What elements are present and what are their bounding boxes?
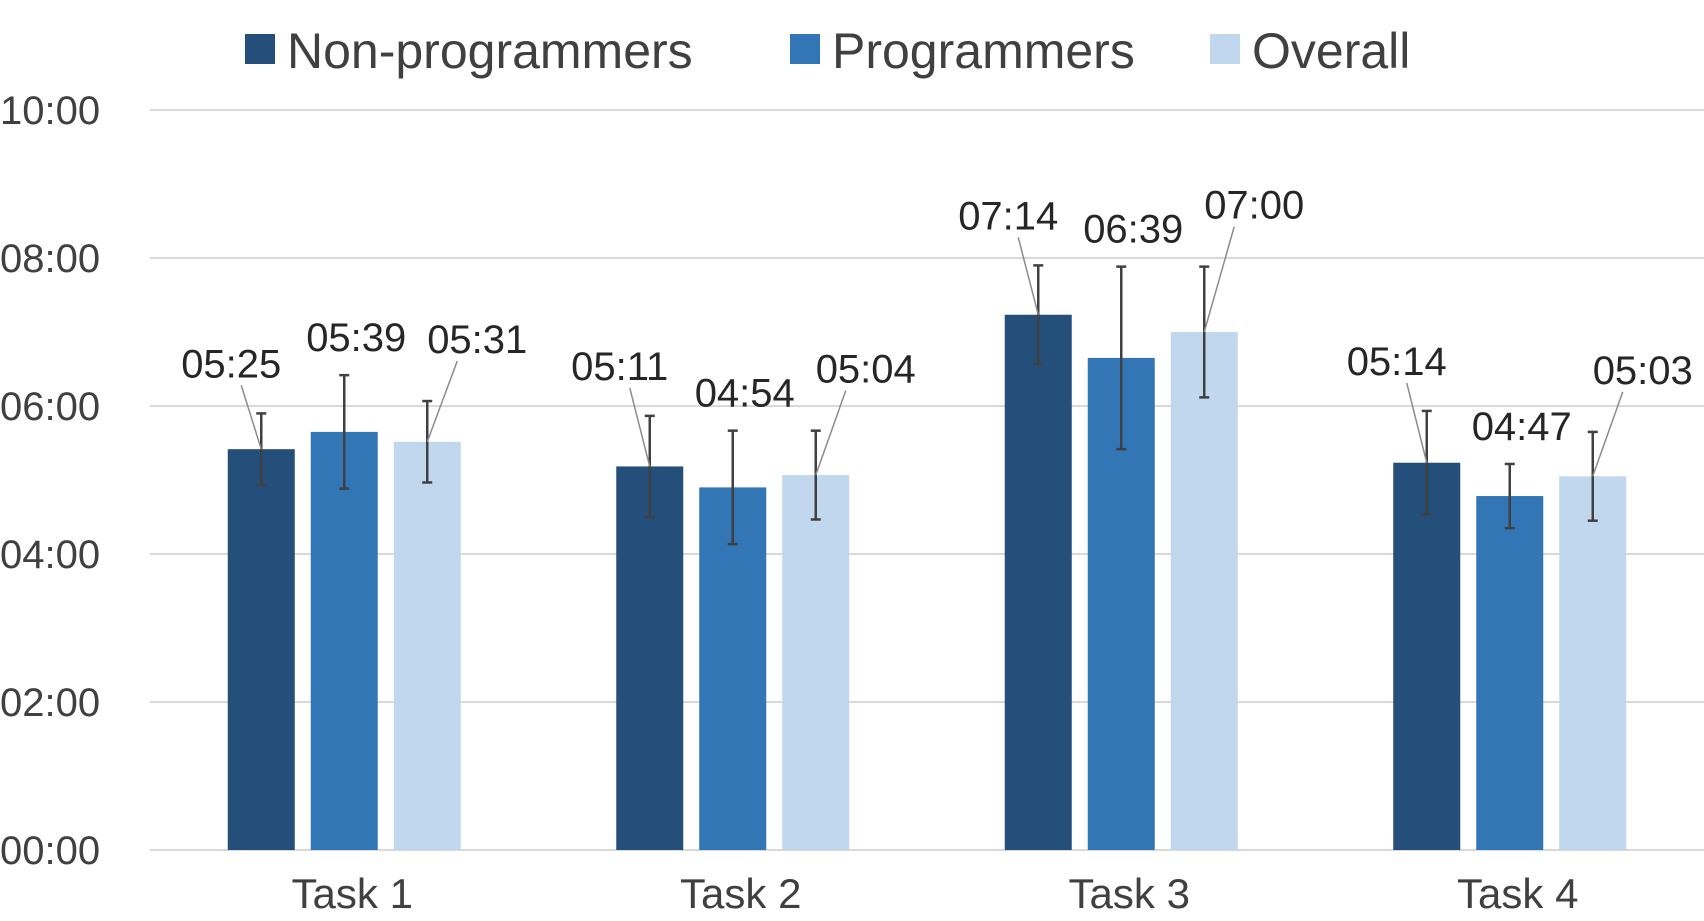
bar: [699, 487, 767, 850]
x-category-label: Task 3: [1069, 870, 1190, 917]
y-tick-label: 04:00: [0, 533, 100, 577]
legend-label: Overall: [1252, 23, 1410, 79]
data-label: 05:39: [306, 316, 406, 360]
x-category-label: Task 4: [1457, 870, 1578, 917]
legend-label: Non-programmers: [287, 23, 693, 79]
data-label: 07:14: [958, 194, 1058, 238]
x-category-label: Task 1: [292, 870, 413, 917]
bars: [227, 314, 1627, 850]
data-label-leader: [1592, 391, 1624, 477]
bar: [616, 466, 684, 850]
data-label-leader: [815, 390, 847, 476]
bar: [1004, 314, 1072, 850]
data-label: 04:47: [1472, 405, 1572, 449]
data-label-leader: [629, 387, 651, 467]
data-label-leader: [426, 360, 458, 443]
bar: [1170, 332, 1238, 850]
bar: [1559, 476, 1627, 850]
bar: [782, 475, 850, 850]
data-label: 05:11: [571, 345, 668, 389]
y-tick-label: 00:00: [0, 829, 100, 873]
bar: [227, 449, 295, 850]
data-label-leader: [1203, 226, 1235, 333]
gridlines: [150, 109, 1704, 851]
data-label-leader: [240, 385, 262, 450]
data-labels: 05:25 05:39 05:31 05:11 04:54 05:04 07:14 06:39…: [181, 184, 1693, 477]
y-tick-label: 08:00: [0, 237, 100, 281]
data-label: 07:00: [1204, 184, 1304, 228]
bar: [1476, 496, 1544, 850]
bar: [310, 431, 378, 850]
data-label: 05:31: [427, 318, 527, 362]
y-tick-label: 02:00: [0, 681, 100, 725]
x-axis-category-labels: Task 1 Task 2 Task 3 Task 4: [292, 870, 1579, 917]
data-label: 05:04: [816, 348, 916, 392]
data-label: 04:54: [695, 372, 795, 416]
legend-swatch: [790, 34, 820, 64]
data-label: 06:39: [1083, 208, 1183, 252]
y-axis-tick-labels: 00:00 02:00 04:00 06:00 08:00 10:00: [0, 89, 100, 873]
legend-label: Programmers: [832, 23, 1135, 79]
data-label: 05:14: [1347, 340, 1447, 384]
bar: [1393, 462, 1461, 850]
data-label: 05:25: [181, 342, 281, 386]
y-tick-label: 06:00: [0, 385, 100, 429]
data-label-leader: [1017, 237, 1039, 315]
y-tick-label: 10:00: [0, 89, 100, 133]
legend: Non-programmers Programmers Overall: [245, 23, 1410, 79]
bar: [393, 441, 461, 850]
data-label-leader: [1406, 382, 1428, 463]
legend-swatch: [1210, 34, 1240, 64]
legend-swatch: [245, 34, 275, 64]
x-category-label: Task 2: [680, 870, 801, 917]
data-label: 05:03: [1593, 349, 1693, 393]
